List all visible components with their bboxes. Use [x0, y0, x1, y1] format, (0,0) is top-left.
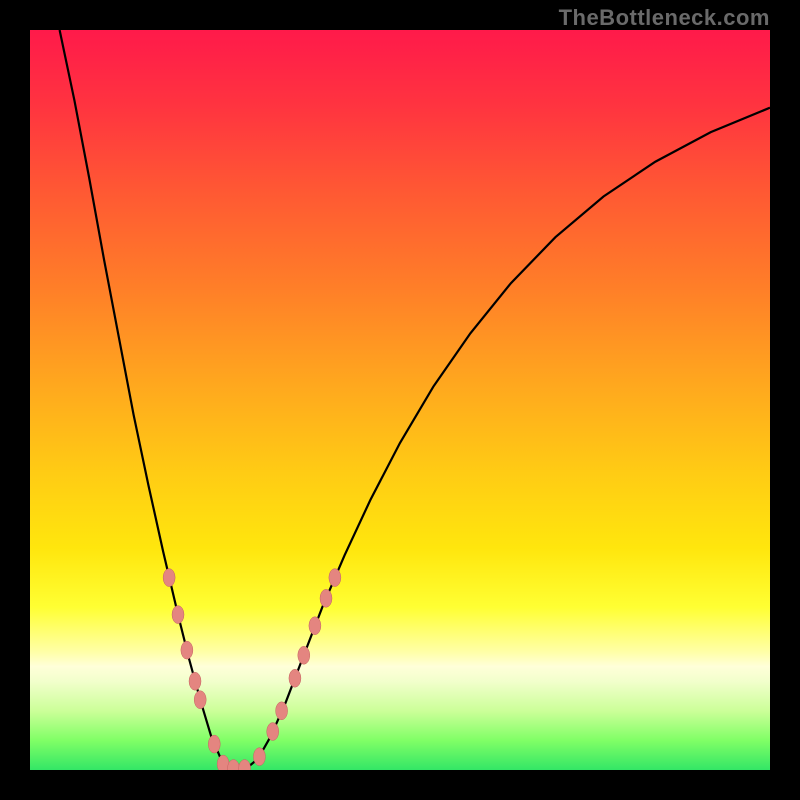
curve-marker [289, 669, 301, 687]
curve-marker [329, 569, 341, 587]
curve-marker [276, 702, 288, 720]
curve-marker [189, 672, 201, 690]
curve-marker [267, 723, 279, 741]
watermark-text: TheBottleneck.com [559, 5, 770, 31]
curve-marker [253, 748, 265, 766]
curve-marker [163, 569, 175, 587]
curve-marker [320, 589, 332, 607]
curve-marker [208, 735, 220, 753]
chart-svg [30, 30, 770, 770]
curve-marker [309, 617, 321, 635]
curve-marker [181, 641, 193, 659]
curve-marker [194, 691, 206, 709]
chart-container: TheBottleneck.com [0, 0, 800, 800]
curve-marker [298, 646, 310, 664]
gradient-background [30, 30, 770, 770]
curve-marker [172, 606, 184, 624]
plot-area [30, 30, 770, 770]
